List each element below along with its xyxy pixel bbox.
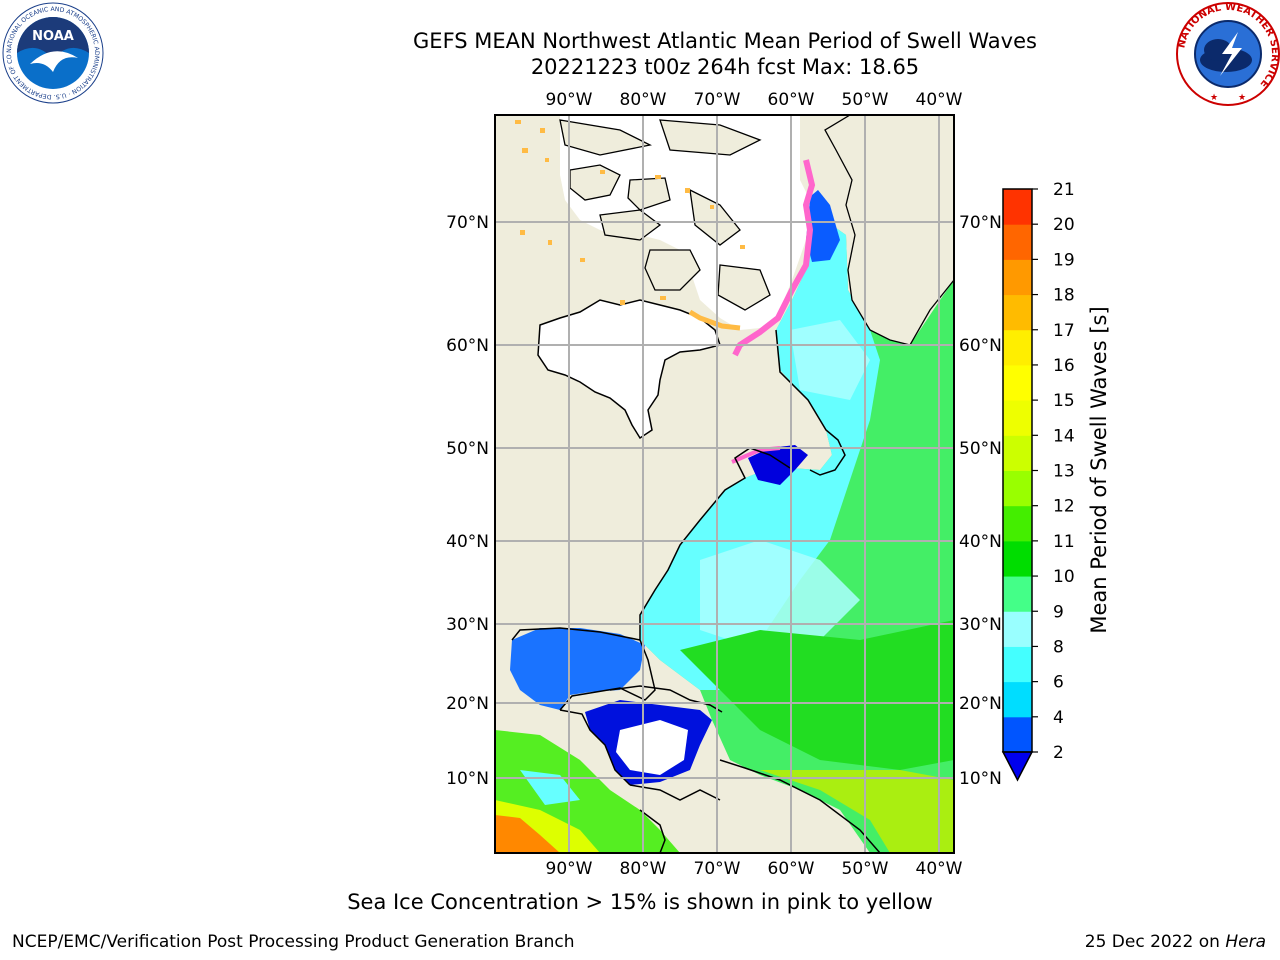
caribbean-white-patch: [616, 720, 688, 775]
colorbar-segment: [1003, 505, 1032, 542]
sea-ice-fringe-pink: [732, 159, 816, 357]
colorbar: 2 4 6 8 9 10 11 12 13 14 15 16 17 18 19 20 21: [1001, 180, 1075, 782]
svg-text:★: ★: [1210, 93, 1218, 103]
title-line-2: 20221223 t00z 264h fcst Max: 18.65: [530, 55, 920, 79]
colorbar-segment: [1003, 189, 1032, 225]
lon-labels-top: 90°W 80°W 70°W 60°W 50°W 40°W: [546, 90, 963, 110]
ocean-yellowgreen-south: [760, 770, 954, 853]
lon-label: 40°W: [916, 859, 963, 879]
colorbar-tick-label: 8: [1053, 637, 1064, 657]
machine-name: Hera: [1225, 932, 1266, 952]
colorbar-tick-label: 21: [1053, 180, 1075, 200]
lon-label: 60°W: [768, 859, 815, 879]
lat-label: 20°N: [959, 694, 1002, 714]
colorbar-segment: [1003, 716, 1032, 753]
date-text: 25 Dec 2022 on Hera: [1085, 932, 1266, 952]
colorbar-segment: [1003, 646, 1032, 683]
lat-label: 60°N: [959, 336, 1002, 356]
lon-label: 60°W: [768, 90, 815, 110]
colorbar-segment: [1003, 294, 1032, 331]
noaa-text: NOAA: [32, 29, 74, 44]
lon-label: 40°W: [916, 90, 963, 110]
lat-label: 70°N: [959, 213, 1002, 233]
colorbar-segment: [1003, 259, 1032, 296]
lat-label: 50°N: [959, 439, 1002, 459]
lat-label: 10°N: [446, 769, 489, 789]
colorbar-tick-label: 2: [1053, 743, 1064, 763]
colorbar-segment: [1003, 364, 1032, 401]
svg-text:★: ★: [1238, 93, 1246, 103]
lat-label: 60°N: [446, 336, 489, 356]
colorbar-segment: [1003, 540, 1032, 577]
colorbar-segment: [1003, 224, 1032, 260]
hudson-bay: [537, 299, 721, 440]
credit-text: NCEP/EMC/Verification Post Processing Pr…: [12, 932, 575, 952]
lat-label: 20°N: [446, 694, 489, 714]
colorbar-tick-label: 19: [1053, 250, 1075, 270]
lat-label: 10°N: [959, 769, 1002, 789]
baffin-bay-blue: [806, 190, 840, 262]
gulf-st-lawrence: [748, 445, 808, 485]
lon-label: 70°W: [694, 859, 741, 879]
arctic-islands: [559, 119, 771, 311]
lat-label: 70°N: [446, 213, 489, 233]
date-label: 25 Dec 2022 on: [1084, 932, 1220, 952]
map-area: [495, 115, 954, 853]
lon-label: 90°W: [546, 859, 593, 879]
lon-label: 80°W: [620, 859, 667, 879]
colorbar-tick-label: 4: [1053, 708, 1064, 728]
colorbar-tick-label: 6: [1053, 673, 1064, 693]
colorbar-tick-label: 13: [1053, 462, 1075, 482]
colorbar-segment: [1003, 576, 1032, 612]
pacific-orange: [495, 815, 560, 853]
colorbar-extend-arrow: [1001, 751, 1034, 782]
colorbar-tick-label: 11: [1053, 532, 1075, 552]
colorbar-tick-label: 20: [1053, 215, 1075, 235]
map-frame: [494, 114, 955, 854]
ocean-green-south: [680, 620, 954, 770]
colorbar-tick-label: 17: [1053, 321, 1075, 341]
lon-label: 50°W: [842, 859, 889, 879]
colorbar-segment: [1003, 611, 1032, 647]
lat-label: 40°N: [959, 532, 1002, 552]
colorbar-segment: [1003, 470, 1032, 507]
colorbar-tick-label: 10: [1053, 567, 1075, 587]
lat-label: 30°N: [959, 615, 1002, 635]
colorbar-tick-label: 18: [1053, 286, 1075, 306]
ocean-patches-pale: [700, 320, 870, 650]
colorbar-segment: [1003, 681, 1032, 718]
colorbar-segment: [1003, 435, 1032, 471]
colorbar-segment: [1003, 329, 1032, 366]
colorbar-tick-label: 9: [1053, 602, 1064, 622]
colorbar-label: Mean Period of Swell Waves [s]: [1087, 306, 1111, 633]
colorbar-tick-label: 16: [1053, 356, 1075, 376]
lat-labels-left: 70°N 60°N 50°N 40°N 30°N 20°N 10°N: [446, 213, 489, 789]
lat-label: 30°N: [446, 615, 489, 635]
lon-label: 90°W: [546, 90, 593, 110]
lat-label: 50°N: [446, 439, 489, 459]
sea-ice-fringe-orange: [688, 309, 741, 331]
sea-ice-specks: [515, 120, 745, 305]
lon-label: 80°W: [620, 90, 667, 110]
colorbar-tick-label: 15: [1053, 391, 1075, 411]
lon-label: 50°W: [842, 90, 889, 110]
nws-logo-icon: NATIONAL WEATHER SERVICE ★ ★: [1176, 2, 1280, 106]
lon-label: 70°W: [694, 90, 741, 110]
plot-title: GEFS MEAN Northwest Atlantic Mean Period…: [300, 28, 1150, 80]
colorbar-tick-label: 14: [1053, 426, 1075, 446]
greenland: [824, 115, 954, 346]
noaa-logo-icon: NATIONAL OCEANIC AND ATMOSPHERIC ADMINIS…: [2, 2, 104, 104]
title-line-1: GEFS MEAN Northwest Atlantic Mean Period…: [413, 29, 1037, 53]
coastlines: [511, 329, 881, 853]
colorbar-tick-label: 12: [1053, 497, 1075, 517]
lat-labels-right: 70°N 60°N 50°N 40°N 30°N 20°N 10°N: [959, 213, 1002, 789]
sea-ice-note: Sea Ice Concentration > 15% is shown in …: [347, 890, 933, 914]
lat-label: 40°N: [446, 532, 489, 552]
lon-labels-bottom: 90°W 80°W 70°W 60°W 50°W 40°W: [546, 859, 963, 879]
map-grid: [495, 115, 954, 853]
colorbar-segment: [1003, 400, 1032, 436]
